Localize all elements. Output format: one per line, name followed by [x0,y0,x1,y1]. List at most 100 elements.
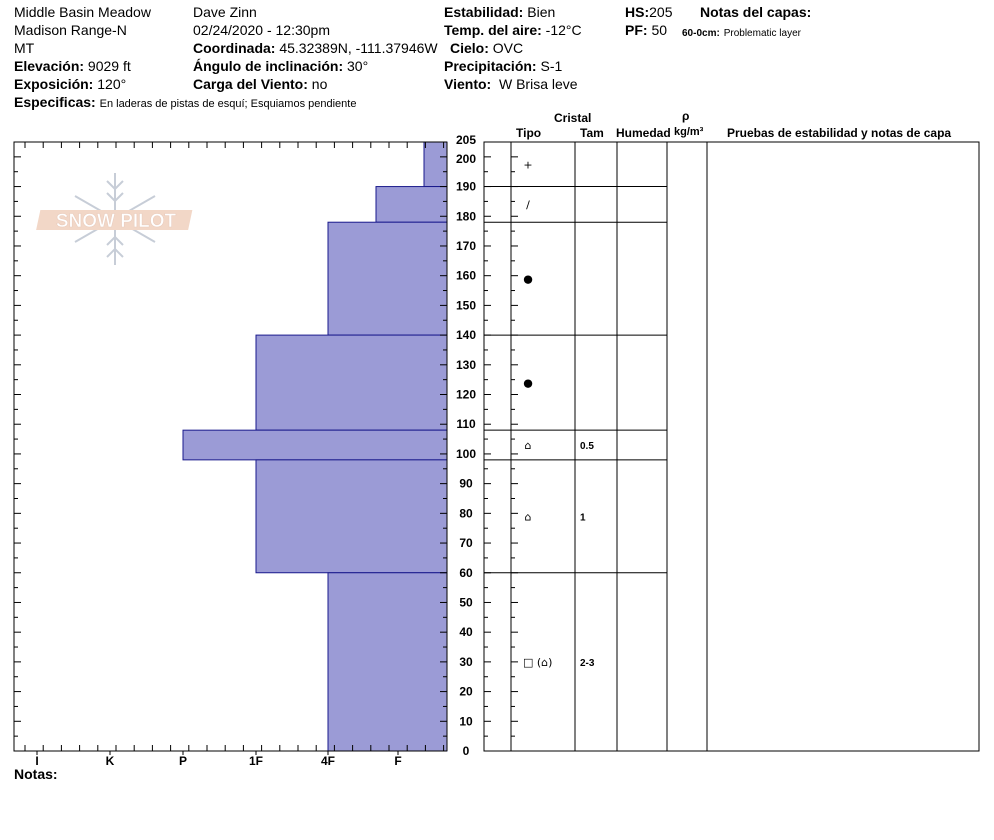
pf-label: PF: [625,22,648,38]
windload-row: Carga del Viento: no [193,76,327,92]
hardness-label: 1F [249,754,263,768]
hardness-plot: 0 10 20 30 40 50 60 70 80 90 100 110 120 130 140 150 160… [13,133,518,768]
location-name: Middle Basin Meadow [14,4,151,20]
layer-note-text: Problematic layer [723,28,801,39]
hardness-bar [423,141,448,188]
y-tick-label: 30 [459,655,473,669]
plot-frame [13,141,447,752]
y-tick-label: 10 [459,714,473,728]
layer-notes-label: Notas del capas: [700,4,812,20]
hs-value: 205 [649,4,673,20]
y-tick-label: 160 [456,269,476,283]
hs-row: HS:205 [625,4,672,20]
observer-name: Dave Zinn [193,4,257,20]
cristal-header: Cristal [554,111,592,125]
snowpilot-watermark: SNOW PILOT [36,173,193,265]
crystal-size: 1 [580,512,586,523]
hardness-label: F [394,754,401,768]
tipo-header: Tipo [516,126,542,140]
crystal-type: ● [523,377,533,390]
tam-header: Tam [580,126,604,140]
watermark-text: SNOW PILOT [56,211,177,232]
hardness-bar [255,459,448,574]
crystal-type: + [523,158,532,171]
observation-datetime: 02/24/2020 - 12:30pm [193,22,330,38]
airtemp-row: Temp. del aire: -12°C [444,22,582,38]
y-tick-label: 110 [456,417,476,431]
hardness-bar [255,334,448,431]
crystal-type: / [526,198,530,211]
precip-label: Precipitación: [444,58,537,74]
y-tick-label: 150 [456,298,476,312]
tests-header: Pruebas de estabilidad y notas de capa [727,126,952,140]
state-name: MT [14,40,35,56]
airtemp-value: -12°C [545,22,582,38]
layer-note-row: 60-0cm: Problematic layer [682,23,801,42]
precip-row: Precipitación: S-1 [444,58,562,74]
layer-table: + / ● ● ⌂ 0.5 ⌂ 1 □ (⌂) 2-3 [483,141,980,752]
coordinate-label: Coordinada: [193,40,276,56]
hardness-bar [375,186,448,223]
elevation-label: Elevación: [14,58,85,74]
sky-row: Cielo: OVC [450,40,523,56]
y-tick-label: 190 [456,180,476,194]
coordinate-row: Coordinada: 45.32389N, -111.37946W [193,40,438,56]
specifics-row: Especificas: En laderas de pistas de esq… [14,94,356,112]
hardness-label: 4F [321,754,335,768]
y-tick-label: 130 [456,358,476,372]
y-tick-label: 0 [463,744,470,758]
crystal-type: ⌂ [525,439,532,452]
y-tick-label: 100 [456,447,476,461]
y-tick-label: 170 [456,239,476,253]
wind-value: W Brisa leve [498,76,578,92]
y-tick-label: 50 [459,595,473,609]
specifics-label: Especificas: [14,94,96,110]
wind-row: Viento: W Brisa leve [444,76,578,92]
y-tick-label: 200 [456,152,476,166]
crystal-size: 2-3 [580,658,595,669]
elevation-value: 9029 ft [87,58,131,74]
density-unit-header: kg/m³ [674,126,704,138]
notes-label: Notas: [14,766,58,782]
coordinate-value: 45.32389N, -111.37946W [279,40,438,56]
y-tick-label: 80 [459,506,473,520]
pf-row: PF: 50 [625,22,667,38]
y-tick-label: 90 [459,477,473,491]
sky-label: Cielo: [450,40,489,56]
airtemp-label: Temp. del aire: [444,22,542,38]
range-name: Madison Range-N [14,22,127,38]
y-tick-label: 180 [456,209,476,223]
crystal-size: 0.5 [580,441,594,452]
humedad-header: Humedad [616,126,671,140]
crystal-type: □ (⌂) [523,656,552,669]
slope-value: 30° [347,58,369,74]
y-tick-label: 60 [459,566,473,580]
hardness-bar [327,221,448,336]
hardness-label: K [106,754,115,768]
stability-value: Bien [527,4,556,20]
slope-row: Ángulo de inclinación: 30° [193,58,368,74]
crystal-type: ● [523,273,533,286]
slope-label: Ángulo de inclinación: [193,58,344,74]
specifics-value: En laderas de pistas de esquí; Esquiamos… [99,98,357,110]
hardness-bar [182,429,448,461]
crystal-type: ⌂ [525,510,532,523]
wind-label: Viento: [444,76,492,92]
y-tick-label: 20 [459,685,473,699]
y-tick-label: 70 [459,536,473,550]
rho-header: ρ [682,109,690,123]
y-tick-label: 140 [456,328,476,342]
sky-value: OVC [492,40,524,56]
hardness-label: I [35,754,38,768]
windload-value: no [311,76,328,92]
hs-label: HS: [625,4,650,20]
precip-value: S-1 [540,58,563,74]
hardness-bar [327,572,448,752]
table-frame [483,141,980,752]
aspect-value: 120° [97,76,127,92]
stability-label: Estabilidad: [444,4,524,20]
y-tick-label: 120 [456,388,476,402]
aspect-label: Exposición: [14,76,94,92]
hardness-label: P [179,754,187,768]
